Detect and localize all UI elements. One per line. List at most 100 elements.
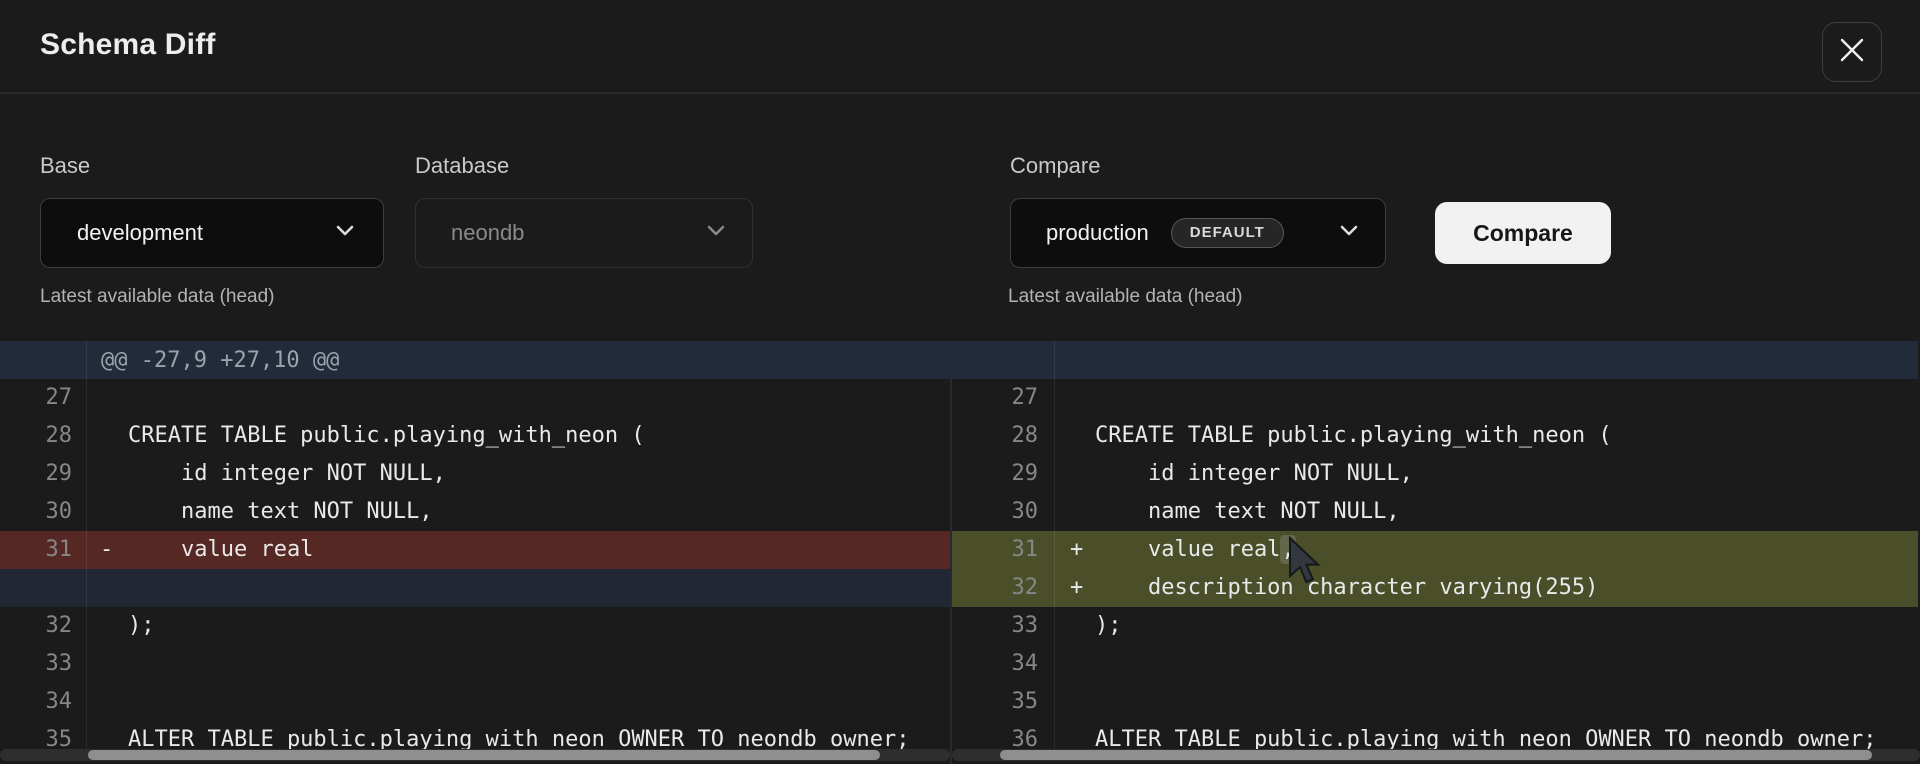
line-number: 35 — [0, 721, 87, 759]
line-number: 33 — [952, 607, 1055, 645]
diff-pane-compare: 27 28 CREATE TABLE public.playing_with_neo… — [950, 341, 1918, 764]
diff-row: 30 name text NOT NULL, — [952, 493, 1918, 531]
compare-label: Compare — [1010, 153, 1101, 178]
line-number: 34 — [0, 683, 87, 721]
code-line: CREATE TABLE public.playing_with_neon ( — [1095, 423, 1612, 448]
diff-row: 27 — [952, 379, 1918, 417]
diff-row — [0, 569, 950, 607]
compare-caption: Latest available data (head) — [1008, 286, 1243, 307]
diff-row: 29 id integer NOT NULL, — [0, 455, 950, 493]
diff-pane-base: @@ -27,9 +27,10 @@ 27 28 CREATE TABLE publ… — [0, 341, 950, 764]
right-horizontal-scrollbar[interactable] — [952, 749, 1920, 761]
diff-marker: - — [100, 537, 114, 562]
diff-row: 34 — [0, 683, 950, 721]
modal-header: Schema Diff — [0, 0, 1920, 94]
diff-marker — [1055, 455, 1095, 493]
diff-row: 33); — [952, 607, 1918, 645]
diff-marker — [87, 569, 128, 607]
code-line: ); — [1095, 613, 1122, 638]
diff-row: 29 id integer NOT NULL, — [952, 455, 1918, 493]
code-line: id integer NOT NULL, — [128, 461, 446, 486]
code-line: ALTER TABLE public.playing_with_neon OWN… — [1095, 727, 1877, 752]
code-line: value real — [128, 537, 314, 562]
diff-marker: + — [1070, 537, 1084, 562]
page-title: Schema Diff — [40, 28, 216, 61]
default-badge: DEFAULT — [1170, 218, 1284, 248]
diff-row: 31- value real — [0, 531, 950, 569]
diff-row: 27 — [0, 379, 950, 417]
diff-row: 33 — [0, 645, 950, 683]
chevron-down-icon — [704, 223, 728, 244]
left-scrollbar-thumb[interactable] — [88, 750, 880, 760]
left-horizontal-scrollbar[interactable] — [0, 749, 950, 761]
close-icon — [1839, 37, 1865, 68]
close-button[interactable] — [1822, 22, 1882, 82]
compare-select-value: production — [1046, 220, 1149, 245]
line-number: 32 — [952, 569, 1055, 607]
line-number: 31 — [952, 531, 1055, 569]
chevron-down-icon — [1337, 223, 1361, 244]
line-number: 29 — [952, 455, 1055, 493]
code-line: name text NOT NULL, — [128, 499, 433, 524]
base-select[interactable]: development — [40, 198, 384, 268]
base-caption: Latest available data (head) — [40, 286, 275, 307]
diff-row: 32); — [0, 607, 950, 645]
line-number: 36 — [952, 721, 1055, 759]
line-number: 32 — [0, 607, 87, 645]
line-number: 35 — [952, 683, 1055, 721]
line-number: 28 — [952, 417, 1055, 455]
diff-row: 28 CREATE TABLE public.playing_with_neon … — [952, 417, 1918, 455]
code-line: name text NOT NULL, — [1095, 499, 1400, 524]
line-number: 34 — [952, 645, 1055, 683]
diff-marker — [87, 493, 128, 531]
diff-row: 35 ALTER TABLE public.playing_with_neon O… — [0, 721, 950, 759]
diff-marker: + — [1070, 575, 1084, 600]
chevron-down-icon — [333, 223, 357, 244]
diff-marker — [87, 645, 128, 683]
hunk-header-row: @@ -27,9 +27,10 @@ — [0, 341, 950, 379]
diff-marker — [1055, 379, 1095, 417]
code-line: CREATE TABLE public.playing_with_neon ( — [128, 423, 645, 448]
database-label: Database — [415, 153, 510, 178]
hunk-header-text: @@ -27,9 +27,10 @@ — [101, 347, 340, 373]
line-number: 29 — [0, 455, 87, 493]
diff-marker — [1055, 683, 1095, 721]
line-number: 31 — [0, 531, 87, 569]
line-number: 30 — [0, 493, 87, 531]
compare-button[interactable]: Compare — [1435, 202, 1611, 264]
line-number: 33 — [0, 645, 87, 683]
diff-row: 35 — [952, 683, 1918, 721]
diff-row: 30 name text NOT NULL, — [0, 493, 950, 531]
code-line: ); — [128, 613, 155, 638]
mouse-cursor — [1286, 535, 1324, 595]
diff-row: 36 ALTER TABLE public.playing_with_neon O… — [952, 721, 1918, 759]
diff-marker — [1055, 645, 1095, 683]
line-number: 28 — [0, 417, 87, 455]
code-line: ALTER TABLE public.playing_with_neon OWN… — [128, 727, 910, 752]
diff-row: 32 + description character varying(255) — [952, 569, 1918, 607]
diff-row: 34 — [952, 645, 1918, 683]
diff-marker — [1055, 493, 1095, 531]
database-select: neondb — [415, 198, 753, 268]
line-number — [0, 569, 87, 607]
line-number: 27 — [952, 379, 1055, 417]
base-select-value: development — [77, 220, 203, 245]
diff-marker — [87, 417, 128, 455]
compare-select[interactable]: production DEFAULT — [1010, 198, 1386, 268]
diff-row: 31 + value real, — [952, 531, 1918, 569]
diff-marker — [87, 607, 128, 645]
line-number: 30 — [952, 493, 1055, 531]
right-scrollbar-thumb[interactable] — [1000, 750, 1872, 760]
code-line: value real, — [1095, 535, 1296, 564]
diff-marker — [87, 683, 128, 721]
base-label: Base — [40, 153, 91, 178]
hunk-header-row — [952, 341, 1918, 379]
diff-marker — [87, 455, 128, 493]
code-line: id integer NOT NULL, — [1095, 461, 1413, 486]
diff-marker — [87, 379, 128, 417]
diff-marker — [1055, 417, 1095, 455]
diff-row: 28 CREATE TABLE public.playing_with_neon … — [0, 417, 950, 455]
diff-marker — [1055, 607, 1095, 645]
code-line: description character varying(255) — [1095, 575, 1599, 600]
